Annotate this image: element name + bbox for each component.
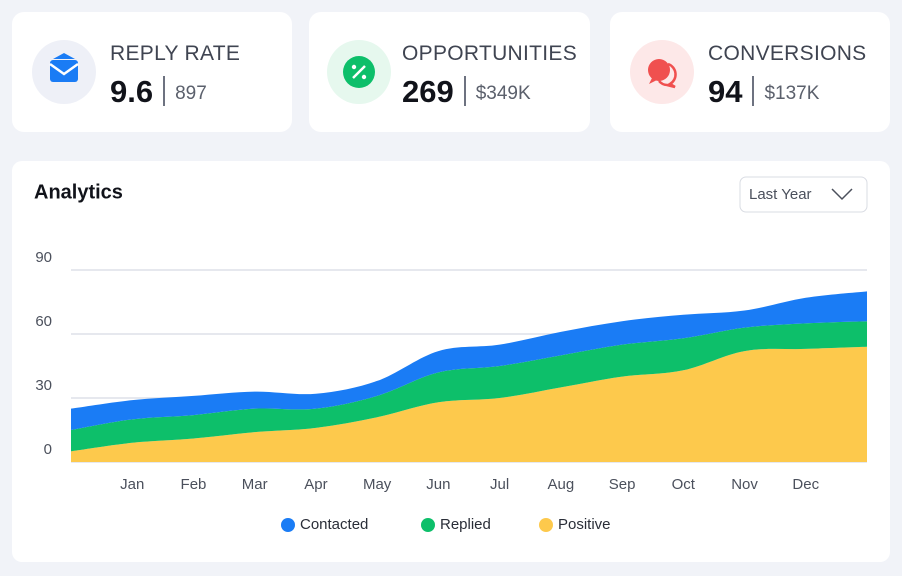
x-tick-label: Dec	[792, 476, 819, 493]
reply-rate-card: REPLY RATE 9.6 897	[12, 12, 292, 132]
x-tick-label: Oct	[672, 476, 696, 493]
card-value: 9.6 897	[110, 74, 207, 110]
area	[71, 346, 867, 462]
legend-marker	[421, 518, 435, 532]
filter-dropdown[interactable]: Last Year	[739, 176, 868, 213]
y-tick-label: 0	[44, 441, 52, 458]
x-tick-label: May	[363, 476, 392, 493]
y-tick-label: 90	[35, 249, 52, 266]
secondary-value: 897	[175, 83, 207, 104]
chart-title: Analytics	[34, 181, 123, 203]
area	[71, 321, 867, 452]
x-tick-label: Mar	[242, 476, 268, 493]
x-tick-label: Jan	[120, 476, 144, 493]
x-tick-label: Sep	[609, 476, 636, 493]
x-tick-label: Jun	[426, 476, 450, 493]
legend-label: Replied	[440, 516, 491, 533]
x-tick-label: Feb	[181, 476, 207, 493]
x-tick-label: Nov	[731, 476, 758, 493]
area	[71, 291, 867, 430]
x-tick-label: Jul	[490, 476, 509, 493]
chat-icon	[630, 40, 694, 104]
opportunities-card: OPPORTUNITIES 269 $349K	[309, 12, 590, 132]
secondary-value: $137K	[764, 83, 820, 104]
chart: Analytics Last Year 0 30 60 90 Jan Feb Mar Apr M…	[34, 176, 868, 533]
x-tick-label: Aug	[547, 476, 574, 493]
legend-label: Contacted	[300, 516, 368, 533]
legend-marker	[281, 518, 295, 532]
x-tick-label: Apr	[304, 476, 327, 493]
card-label: OPPORTUNITIES	[402, 42, 578, 65]
value: 94	[708, 74, 743, 109]
dropdown-label: Last Year	[749, 186, 812, 203]
legend-label: Positive	[558, 516, 611, 533]
value: 269	[402, 74, 454, 109]
percent-icon	[327, 40, 391, 104]
analytics-panel: Analytics Last Year 0 30 60 90 Jan Feb Mar Apr M…	[12, 161, 890, 562]
y-tick-label: 30	[35, 377, 52, 394]
conversions-card: CONVERSIONS 94 $137K	[610, 12, 890, 132]
mail-icon	[32, 40, 96, 104]
card-value: 269 $349K	[402, 74, 531, 110]
legend-marker	[539, 518, 553, 532]
value: 9.6	[110, 74, 154, 109]
y-tick-label: 60	[35, 313, 52, 330]
card-label: REPLY RATE	[110, 42, 241, 65]
secondary-value: $349K	[475, 83, 531, 104]
card-value: 94 $137K	[708, 74, 819, 110]
card-label: CONVERSIONS	[708, 42, 867, 65]
